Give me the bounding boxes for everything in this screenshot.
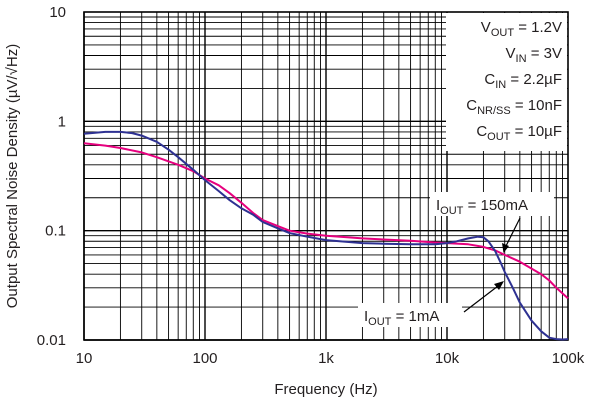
x-tick-label: 10 [76,350,93,367]
series-line-1 [83,130,569,341]
x-tick-label: 100k [552,350,585,367]
y-tick-label: 0.01 [37,332,66,349]
y-tick-label: 10 [49,4,66,21]
annotation-1ma-arrow [463,285,499,313]
condition-text: COUT = 10µF [476,123,562,143]
x-tick-label: 100 [192,350,217,367]
condition-text: CIN = 2.2µF [484,71,562,91]
conditions-box-bg [446,13,567,151]
test-conditions-box: VOUT = 1.2V VIN = 3V CIN = 2.2µF CNR/SS = 1… [446,13,567,151]
annotation-1ma: IOUT = 1mA [364,308,439,328]
annotation-150ma-bg [430,192,554,216]
annotation-150ma-arrow [505,217,521,247]
series-line-0 [83,142,569,300]
y-tick-label: 1 [58,113,66,130]
x-axis-label: Frequency (Hz) [274,381,377,398]
y-tick-label: 0.1 [45,223,66,240]
condition-text: VIN = 3V [506,45,562,65]
annotation-1ma-arrowhead [494,281,504,290]
y-axis-label: Output Spectral Noise Density (µV/√Hz) [4,44,21,308]
series-layer [83,130,569,341]
x-tick-label: 10k [435,350,460,367]
annotation-150ma-arrowhead [502,243,509,253]
plot-area-frame [83,11,569,341]
series-annotations: IOUT = 150mA IOUT = 1mA [358,192,554,328]
tick-labels: 10 100 1k 10k 100k 10 1 0.1 0.01 [37,4,585,367]
annotation-150ma: IOUT = 150mA [436,197,528,217]
annotation-1ma-bg [358,303,462,327]
x-tick-label: 1k [318,350,334,367]
condition-text: CNR/SS = 10nF [466,97,562,117]
condition-text: VOUT = 1.2V [481,19,562,39]
